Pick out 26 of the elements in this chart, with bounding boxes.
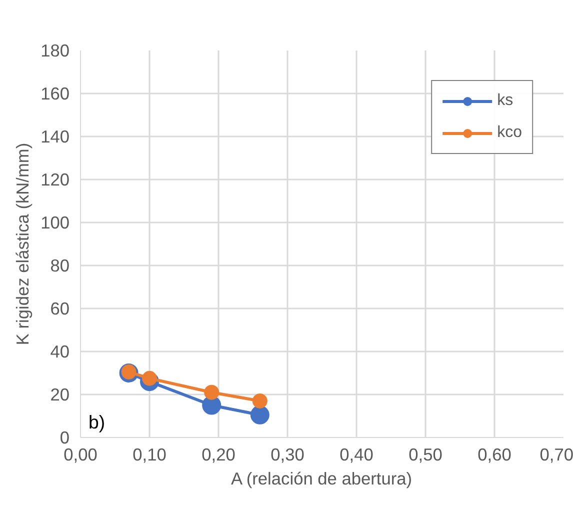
y-tick-label: 180 — [40, 40, 70, 60]
x-axis-title: A (relación de abertura) — [230, 468, 412, 488]
x-tick-label: 0,40 — [340, 444, 374, 464]
x-tick-label: 0,20 — [202, 444, 236, 464]
x-tick-label: 0,60 — [478, 444, 512, 464]
x-tick-label: 0,30 — [270, 444, 304, 464]
y-tick-label: 20 — [50, 384, 70, 404]
y-tick-label: 40 — [50, 342, 70, 362]
legend-label: kco — [497, 124, 522, 142]
x-tick-label: 0,00 — [64, 444, 98, 464]
y-tick-label: 80 — [50, 256, 70, 276]
x-tick-label: 0,10 — [132, 444, 166, 464]
y-tick-label: 0 — [60, 428, 70, 448]
y-axis-title: K rigidez elástica (kN/mm) — [12, 142, 33, 346]
y-tick-label: 140 — [40, 126, 70, 146]
x-tick-label: 0,70 — [540, 444, 573, 464]
y-tick-label: 160 — [40, 84, 70, 104]
y-tick-label: 100 — [40, 212, 70, 232]
y-tick-label: 60 — [50, 298, 70, 318]
annotation: b) — [88, 412, 106, 432]
x-tick-label: 0,50 — [408, 444, 442, 464]
point — [204, 384, 220, 400]
legend-label: ks — [497, 92, 514, 110]
point — [252, 393, 268, 408]
y-tick-label: 120 — [40, 170, 70, 190]
point — [250, 405, 270, 424]
